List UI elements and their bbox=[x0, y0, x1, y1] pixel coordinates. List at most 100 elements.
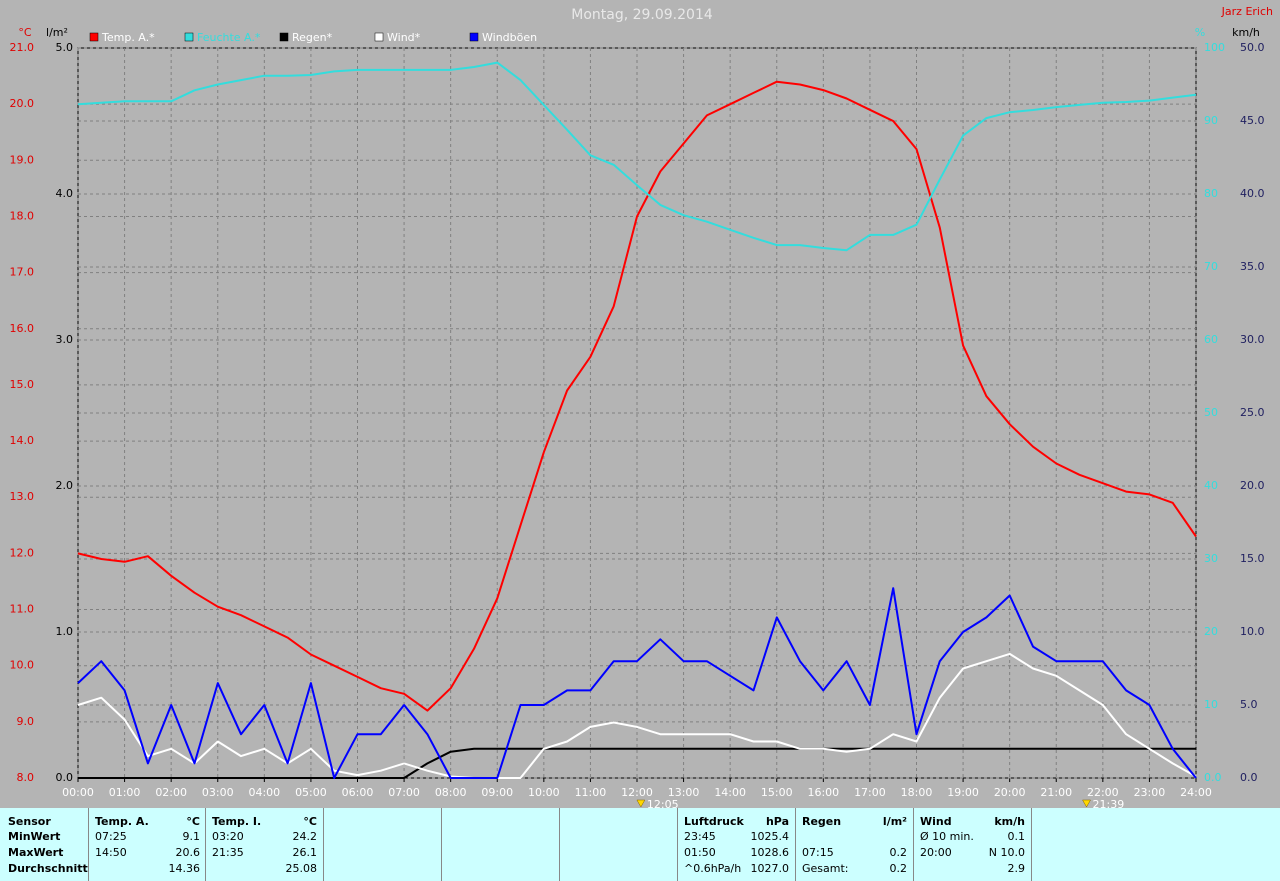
series-line bbox=[77, 61, 1197, 252]
y2-tick-label: 50.0 bbox=[1240, 41, 1265, 54]
table-cell: 14.36 bbox=[168, 862, 201, 875]
y4-tick-label: 0.0 bbox=[56, 771, 74, 784]
x-tick-label: 18:00 bbox=[901, 786, 933, 799]
x-tick-label: 15:00 bbox=[761, 786, 793, 799]
x-tick-label: 05:00 bbox=[295, 786, 327, 799]
table-divider bbox=[795, 808, 796, 881]
y-tick-label: 13.0 bbox=[10, 490, 35, 503]
y-tick-label: 9.0 bbox=[17, 715, 35, 728]
y2-tick-label: 45.0 bbox=[1240, 114, 1265, 127]
table-cell: 1027.0 bbox=[750, 862, 790, 875]
x-tick-label: 09:00 bbox=[481, 786, 513, 799]
legend-swatch bbox=[89, 32, 99, 42]
x-tick-label: 08:00 bbox=[435, 786, 467, 799]
y2-unit: km/h bbox=[1232, 26, 1260, 39]
table-cell: 26.1 bbox=[292, 846, 318, 859]
table-cell: 03:20 bbox=[212, 830, 244, 843]
y3-unit: % bbox=[1195, 26, 1205, 39]
table-divider bbox=[205, 808, 206, 881]
x-tick-label: 06:00 bbox=[342, 786, 374, 799]
x-tick-label: 04:00 bbox=[248, 786, 280, 799]
y-tick-label: 11.0 bbox=[10, 603, 35, 616]
y2-tick-label: 5.0 bbox=[1240, 698, 1258, 711]
table-divider bbox=[913, 808, 914, 881]
author: Jarz Erich bbox=[1221, 5, 1273, 18]
legend-swatch bbox=[184, 32, 194, 42]
row-label: MaxWert bbox=[8, 846, 64, 859]
y3-tick-label: 90 bbox=[1204, 114, 1218, 127]
legend-label: Regen* bbox=[292, 31, 333, 44]
y3-tick-label: 70 bbox=[1204, 260, 1218, 273]
table-cell: N 10.0 bbox=[988, 846, 1025, 859]
table-unit: hPa bbox=[765, 815, 789, 828]
x-tick-label: 00:00 bbox=[62, 786, 94, 799]
y3-tick-label: 40 bbox=[1204, 479, 1218, 492]
table-cell: 2.9 bbox=[1007, 862, 1026, 875]
table-cell: 25.08 bbox=[285, 862, 318, 875]
y3-tick-label: 80 bbox=[1204, 187, 1218, 200]
x-tick-label: 19:00 bbox=[947, 786, 979, 799]
table-cell: 0.2 bbox=[889, 846, 908, 859]
marker-label: 12:05 bbox=[647, 798, 679, 808]
y3-tick-label: 30 bbox=[1204, 552, 1218, 565]
series-line bbox=[77, 80, 1197, 712]
y2-tick-label: 15.0 bbox=[1240, 552, 1265, 565]
y4-tick-label: 3.0 bbox=[56, 333, 74, 346]
y-tick-label: 18.0 bbox=[10, 209, 35, 222]
legend-label: Wind* bbox=[387, 31, 421, 44]
x-tick-label: 01:00 bbox=[109, 786, 141, 799]
legend-swatch bbox=[469, 32, 479, 42]
table-cell: 20.6 bbox=[175, 846, 201, 859]
table-unit: l/m² bbox=[882, 815, 907, 828]
x-tick-label: 22:00 bbox=[1087, 786, 1119, 799]
y-tick-label: 15.0 bbox=[10, 378, 35, 391]
table-divider bbox=[1031, 808, 1032, 881]
y2-tick-label: 0.0 bbox=[1240, 771, 1258, 784]
x-tick-label: 21:00 bbox=[1040, 786, 1072, 799]
y4-tick-label: 2.0 bbox=[56, 479, 74, 492]
table-cell: 21:35 bbox=[212, 846, 244, 859]
y-tick-label: 16.0 bbox=[10, 322, 35, 335]
x-tick-label: 11:00 bbox=[575, 786, 607, 799]
series-line bbox=[77, 652, 1197, 779]
legend-swatch bbox=[374, 32, 384, 42]
table-unit: km/h bbox=[994, 815, 1025, 828]
table-divider bbox=[88, 808, 89, 881]
table-cell: 0.1 bbox=[1007, 830, 1026, 843]
marker-label: 21:39 bbox=[1093, 798, 1125, 808]
row-label: Durchschnitt bbox=[8, 862, 88, 875]
table-divider bbox=[677, 808, 678, 881]
y2-tick-label: 20.0 bbox=[1240, 479, 1265, 492]
y3-tick-label: 50 bbox=[1204, 406, 1218, 419]
y4-tick-label: 4.0 bbox=[56, 187, 74, 200]
table-cell: 24.2 bbox=[292, 830, 318, 843]
row-label: MinWert bbox=[8, 830, 61, 843]
table-unit: °C bbox=[303, 815, 317, 828]
table-cell: Ø 10 min. bbox=[920, 830, 974, 843]
y-tick-label: 17.0 bbox=[10, 266, 35, 279]
y4-tick-label: 1.0 bbox=[56, 625, 74, 638]
series-line bbox=[77, 587, 1197, 779]
y2-tick-label: 40.0 bbox=[1240, 187, 1265, 200]
table-divider bbox=[441, 808, 442, 881]
x-tick-label: 14:00 bbox=[714, 786, 746, 799]
y-tick-label: 19.0 bbox=[10, 153, 35, 166]
x-tick-label: 17:00 bbox=[854, 786, 886, 799]
chart: Montag, 29.09.2014 Jarz Erich °C l/m² % … bbox=[10, 5, 1274, 808]
y-tick-label: 21.0 bbox=[10, 41, 35, 54]
x-tick-label: 07:00 bbox=[388, 786, 420, 799]
table-cell: 0.2 bbox=[889, 862, 908, 875]
table-header: Luftdruck bbox=[684, 815, 744, 828]
table-cell: 14:50 bbox=[95, 846, 127, 859]
x-tick-label: 23:00 bbox=[1134, 786, 1166, 799]
table-header: Wind bbox=[920, 815, 952, 828]
table-cell: 07:15 bbox=[802, 846, 834, 859]
marker-icon bbox=[1082, 799, 1091, 808]
table-cell: 1028.6 bbox=[750, 846, 790, 859]
y3-tick-label: 10 bbox=[1204, 698, 1218, 711]
legend-swatch bbox=[279, 32, 289, 42]
legend-label: Temp. A.* bbox=[101, 31, 155, 44]
y-unit: °C bbox=[18, 26, 32, 39]
y3-tick-label: 60 bbox=[1204, 333, 1218, 346]
